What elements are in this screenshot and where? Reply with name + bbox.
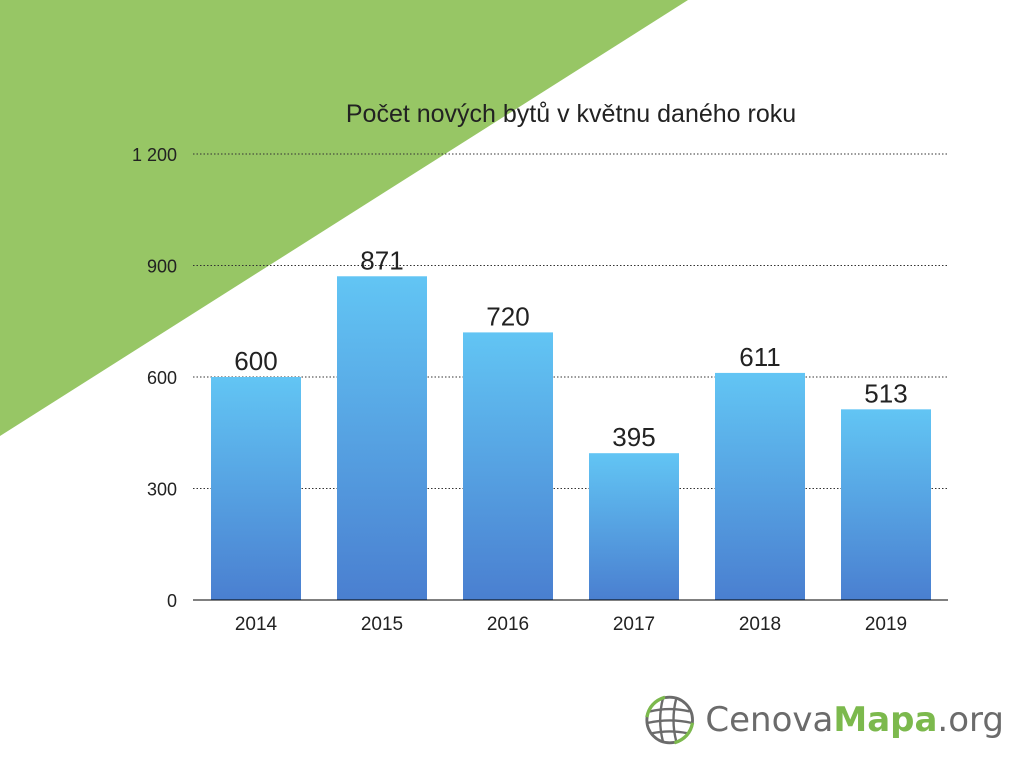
data-label: 600 bbox=[234, 346, 277, 376]
x-tick-label: 2019 bbox=[865, 614, 907, 635]
logo-part-mapa: Mapa bbox=[833, 700, 938, 740]
x-tick-label: 2015 bbox=[361, 614, 403, 635]
y-tick-label: 1 200 bbox=[132, 145, 177, 165]
x-tick-label: 2016 bbox=[487, 614, 529, 635]
y-tick-label: 900 bbox=[147, 257, 177, 277]
bar-2019 bbox=[841, 409, 931, 600]
bar-2016 bbox=[463, 332, 553, 600]
y-tick-label: 0 bbox=[167, 591, 177, 611]
x-tick-label: 2017 bbox=[613, 614, 655, 635]
decorative-green-triangle bbox=[0, 0, 688, 436]
globe-grid-icon bbox=[645, 695, 695, 745]
y-axis-ticks: 0 300 600 900 1 200 bbox=[132, 145, 177, 611]
cenovamapa-logo[interactable]: CenovaMapa.org bbox=[644, 688, 1004, 752]
bar-2014 bbox=[211, 377, 301, 600]
logo-part-org: .org bbox=[937, 700, 1004, 740]
logo-part-cenova: Cenova bbox=[705, 700, 834, 740]
x-tick-label: 2018 bbox=[739, 614, 781, 635]
data-label: 871 bbox=[360, 245, 403, 275]
y-tick-label: 600 bbox=[147, 368, 177, 388]
data-label: 395 bbox=[612, 422, 655, 452]
logo-wordmark: CenovaMapa.org bbox=[705, 700, 1004, 740]
bar-2017 bbox=[589, 453, 679, 600]
y-tick-label: 300 bbox=[147, 480, 177, 500]
data-label: 513 bbox=[864, 378, 907, 408]
bar-2015 bbox=[337, 276, 427, 600]
data-label: 720 bbox=[486, 301, 529, 331]
chart-title: Počet nových bytů v květnu daného roku bbox=[346, 100, 796, 128]
x-axis-ticks: 2014 2015 2016 2017 2018 2019 bbox=[235, 614, 907, 635]
bar-2018 bbox=[715, 372, 805, 600]
data-label: 611 bbox=[739, 342, 780, 372]
x-tick-label: 2014 bbox=[235, 614, 278, 635]
bars: 600 871 720 395 611 513 bbox=[211, 245, 931, 600]
